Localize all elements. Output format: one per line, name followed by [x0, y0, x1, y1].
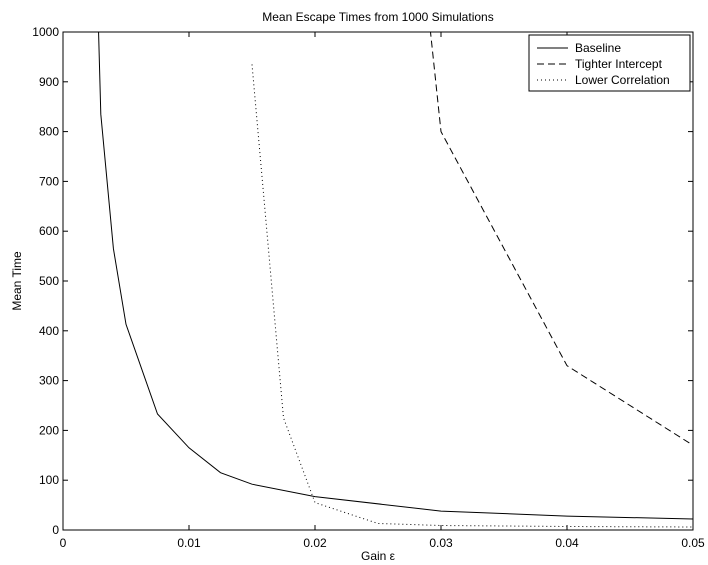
y-tick-label: 600 — [39, 224, 59, 238]
x-axis: 0 0.01 0.02 0.03 0.04 0.05 — [60, 32, 705, 550]
x-tick-label: 0 — [60, 536, 67, 550]
legend-label: Baseline — [575, 41, 621, 55]
x-tick-label: 0.03 — [429, 536, 453, 550]
x-tick-label: 0.04 — [555, 536, 579, 550]
x-tick-label: 0.01 — [177, 536, 201, 550]
y-tick-label: 200 — [39, 423, 59, 437]
x-tick-label: 0.02 — [303, 536, 327, 550]
legend-label: Tighter Intercept — [575, 57, 663, 71]
series-line-tighter-intercept — [429, 32, 693, 446]
y-axis: 0 100 200 300 400 500 600 700 800 900 1000 — [32, 25, 693, 537]
y-tick-label: 500 — [39, 274, 59, 288]
y-tick-label: 900 — [39, 75, 59, 89]
y-tick-label: 0 — [52, 523, 59, 537]
x-axis-label: Gain ε — [361, 549, 396, 563]
series-line-baseline — [98, 32, 693, 520]
legend-box — [528, 34, 691, 92]
y-axis-label: Mean Time — [10, 251, 24, 311]
legend: Baseline Tighter Intercept Lower Correlati… — [528, 34, 691, 92]
series-layer — [98, 32, 693, 528]
y-tick-label: 1000 — [32, 25, 59, 39]
plot-area — [62, 31, 694, 531]
series-line-lower-correlation — [251, 64, 693, 528]
legend-label: Lower Correlation — [575, 73, 670, 87]
y-tick-label: 700 — [39, 174, 59, 188]
chart-title: Mean Escape Times from 1000 Simulations — [262, 10, 493, 24]
x-tick-label: 0.05 — [681, 536, 705, 550]
y-tick-label: 400 — [39, 324, 59, 338]
y-tick-label: 800 — [39, 125, 59, 139]
y-tick-label: 100 — [39, 473, 59, 487]
y-tick-label: 300 — [39, 374, 59, 388]
